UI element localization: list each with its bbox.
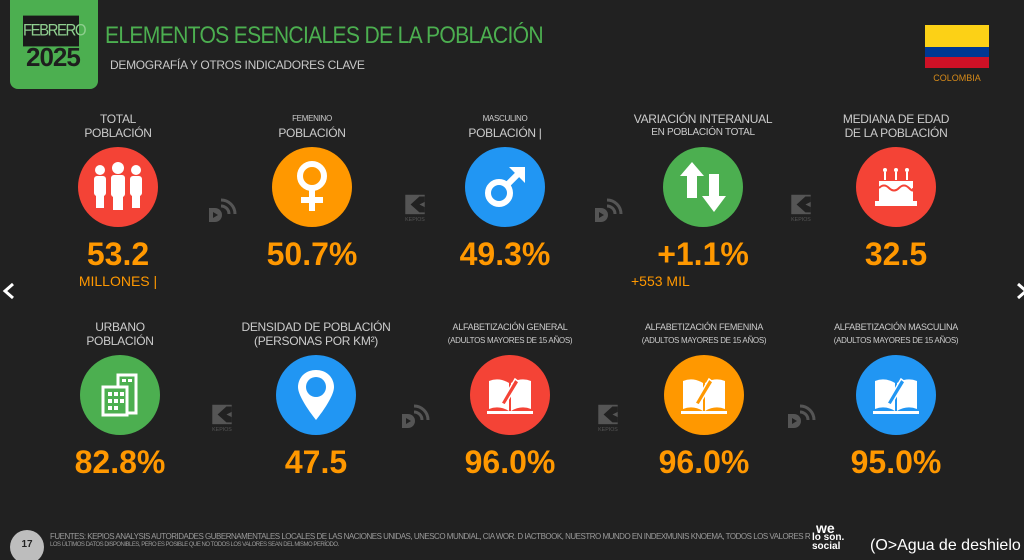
people-icon (78, 147, 158, 227)
stat-median-age: MEDIANA DE EDAD DE LA POBLACIÓN 32.5 (842, 112, 950, 272)
kepios-logo-icon: KEPIOS (212, 404, 232, 433)
stat-male-population: MASCULINO POBLACIÓN | 49.3% (459, 114, 551, 272)
male-icon (465, 147, 545, 227)
svg-text:KEPIOS: KEPIOS (405, 217, 425, 223)
page-subtitle: DEMOGRAFÍA Y OTROS INDICADORES CLAVE (110, 58, 365, 72)
stat-female-population: FEMENINO POBLACIÓN 50.7% (266, 114, 358, 272)
footer-sources: FUENTES: KEPIOS ANALYSIS AUTORIDADES GUB… (50, 533, 810, 548)
datareportal-logo-icon (402, 404, 430, 428)
date-year: 2025 (26, 42, 81, 72)
we-are-social-logo: we lo son. social (812, 520, 845, 552)
kepios-logo-icon: KEPIOS (598, 404, 618, 433)
stat-literacy-general: ALFABETIZACIÓN GENERAL (ADULTOS MAYORES D… (447, 322, 573, 480)
book-pencil-icon (856, 355, 936, 435)
map-pin-icon (276, 355, 356, 435)
datareportal-logo-icon (595, 198, 623, 222)
kepios-logo-icon: KEPIOS (405, 194, 425, 223)
stat-literacy-male: ALFABETIZACIÓN MASCULINA (ADULTOS MAYORES… (833, 322, 959, 480)
birthday-cake-icon (856, 147, 936, 227)
svg-text:KEPIOS: KEPIOS (598, 427, 618, 433)
chevron-left-icon (2, 282, 14, 300)
country-label: COLOMBIA (933, 73, 981, 83)
page-title: ELEMENTOS ESENCIALES DE LA POBLACIÓN (105, 22, 544, 49)
datareportal-logo-icon (788, 404, 816, 428)
book-pencil-icon (470, 355, 550, 435)
svg-text:KEPIOS: KEPIOS (212, 427, 232, 433)
stat-total-population: TOTAL POBLACIÓN 53.2 MILLONES | (78, 112, 158, 289)
stat-literacy-female: ALFABETIZACIÓN FEMENINA (ADULTOS MAYORES … (641, 322, 767, 480)
page-number: 17 (10, 530, 44, 560)
female-icon (272, 147, 352, 227)
stat-urban-population: URBANO POBLACIÓN 82.8% (74, 320, 166, 480)
stat-yearly-change: VARIACIÓN INTERANUAL EN POBLACIÓN TOTAL +… (631, 112, 773, 289)
stat-population-density: DENSIDAD DE POBLACIÓN (PERSONAS POR KM²) … (241, 320, 391, 480)
building-icon (80, 355, 160, 435)
date-month: FEBRERO (23, 15, 87, 47)
colombia-flag-icon (925, 25, 989, 68)
book-pencil-icon (664, 355, 744, 435)
chevron-right-icon (1017, 282, 1024, 300)
overlay-text: (O>Agua de deshielo (870, 537, 1021, 554)
prev-slide-button[interactable] (2, 282, 16, 306)
svg-text:KEPIOS: KEPIOS (791, 217, 811, 223)
datareportal-logo-icon (209, 198, 237, 222)
next-slide-button[interactable] (1015, 282, 1024, 306)
kepios-logo-icon: KEPIOS (791, 194, 811, 223)
up-down-arrows-icon (663, 147, 743, 227)
